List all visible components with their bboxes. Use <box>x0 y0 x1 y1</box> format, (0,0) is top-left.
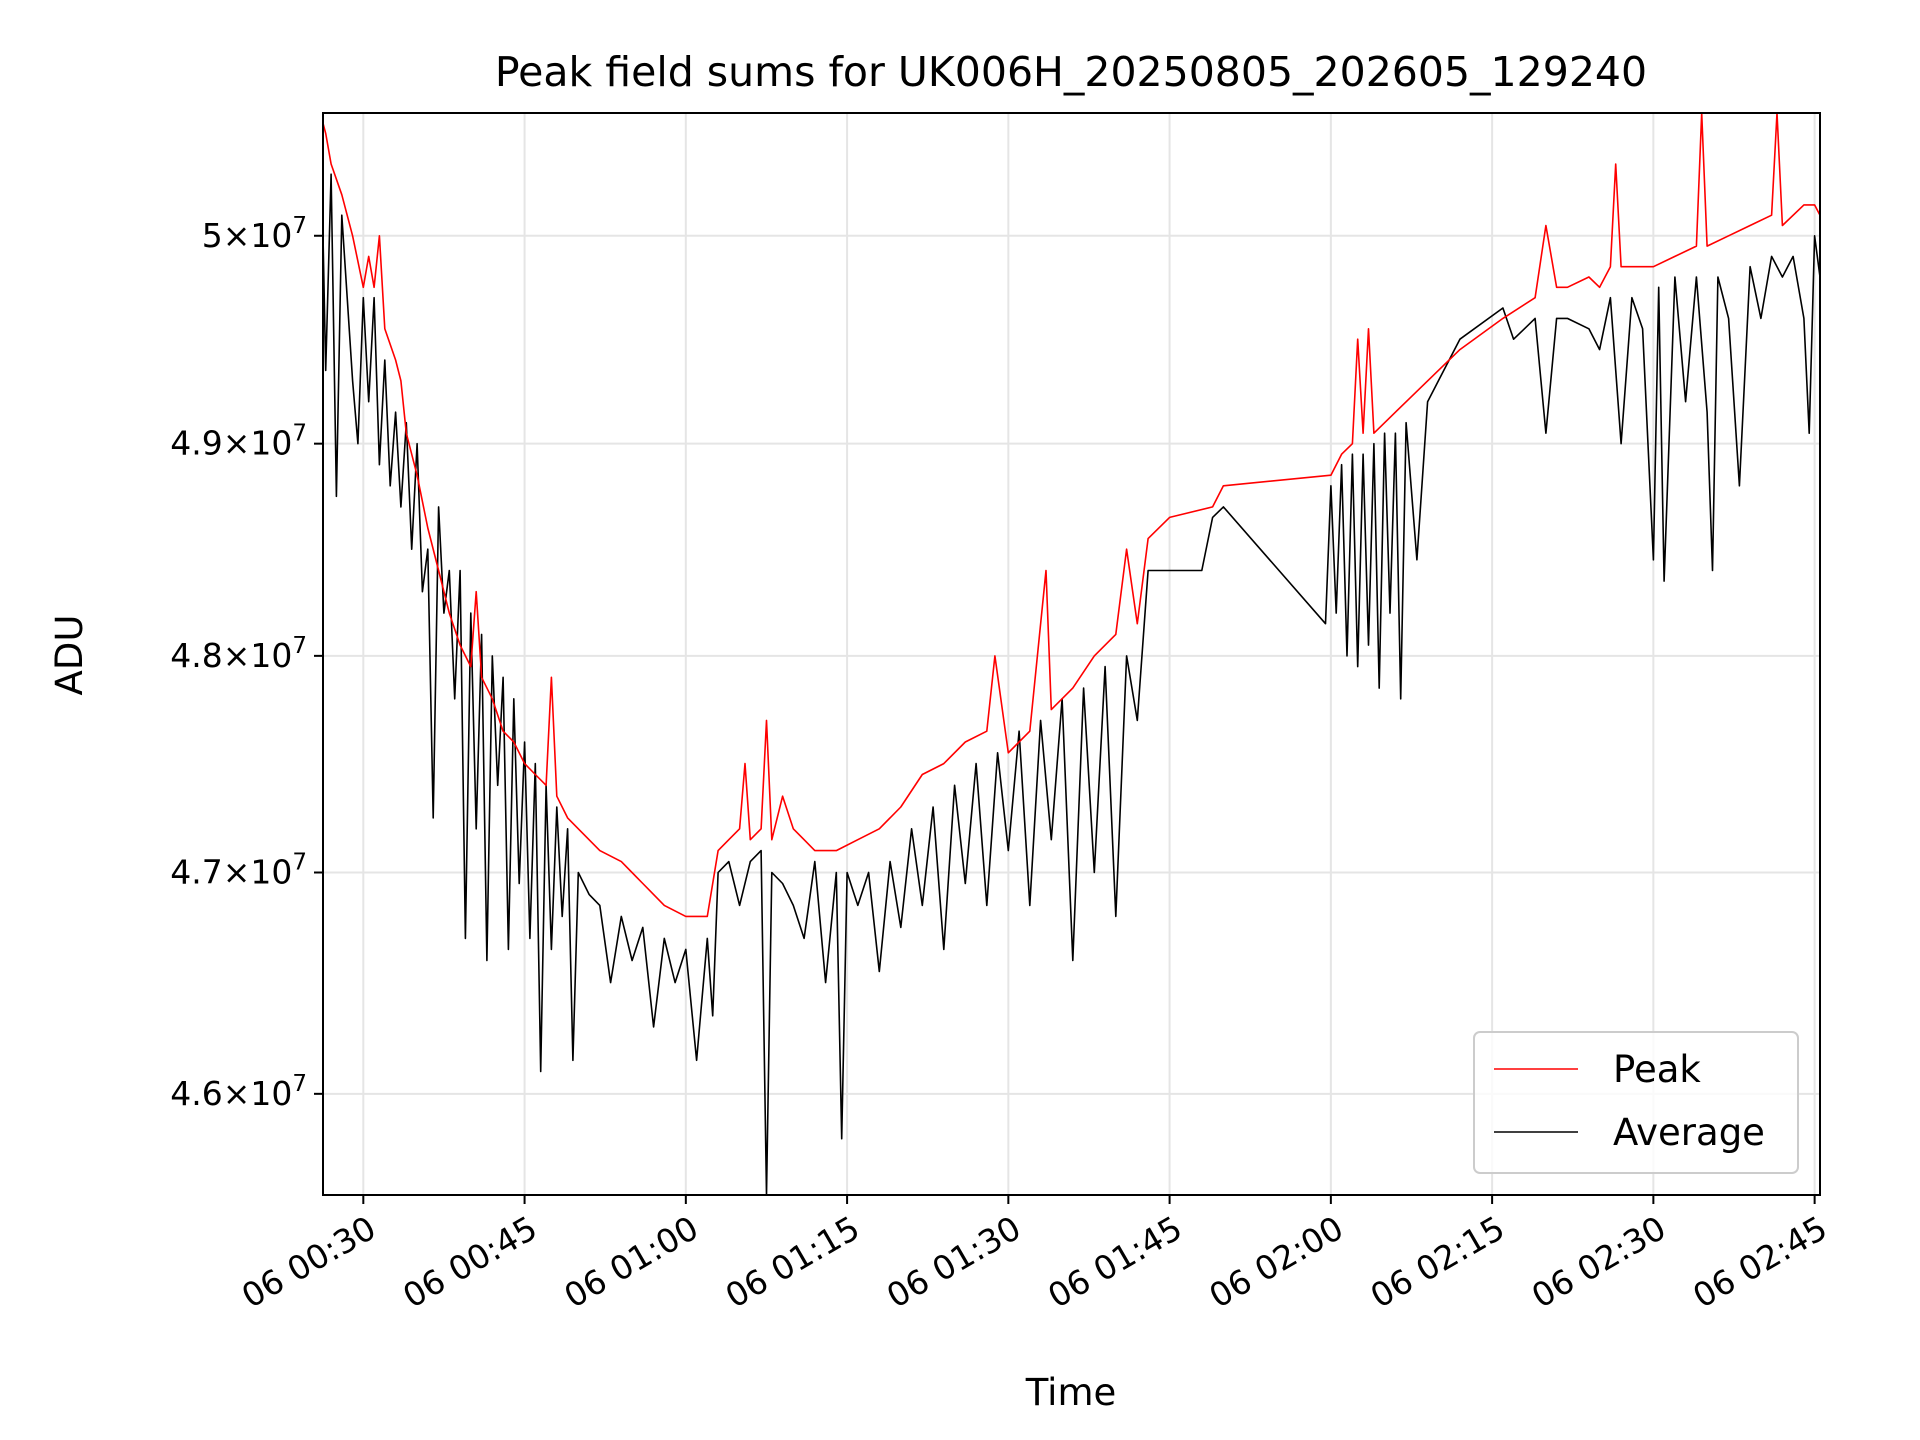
x-axis-label: Time <box>1025 1371 1117 1414</box>
legend-box <box>1473 1031 1799 1174</box>
y-tick-label: 4.8×107 <box>170 633 307 675</box>
series-line-average <box>323 173 1820 1195</box>
y-tick-label: 4.9×107 <box>170 421 307 463</box>
y-tick-label: 4.7×107 <box>170 850 307 892</box>
y-tick-label: 5×107 <box>202 213 307 255</box>
y-axis-label: ADU <box>48 615 91 696</box>
series-line-peak <box>323 113 1820 918</box>
legend-peak-label: Peak <box>1613 1048 1701 1091</box>
chart-title: Peak field sums for UK006H_20250805_2026… <box>495 48 1647 96</box>
y-tick-label: 4.6×107 <box>170 1071 307 1113</box>
legend: Peak Average <box>1473 1031 1799 1174</box>
series-layer <box>323 113 1820 1195</box>
plot-frame <box>322 112 1821 1196</box>
y-axis: 4.6×107 4.7×107 4.8×107 4.9×107 5×107 <box>170 213 323 1113</box>
legend-average-label: Average <box>1613 1111 1765 1154</box>
